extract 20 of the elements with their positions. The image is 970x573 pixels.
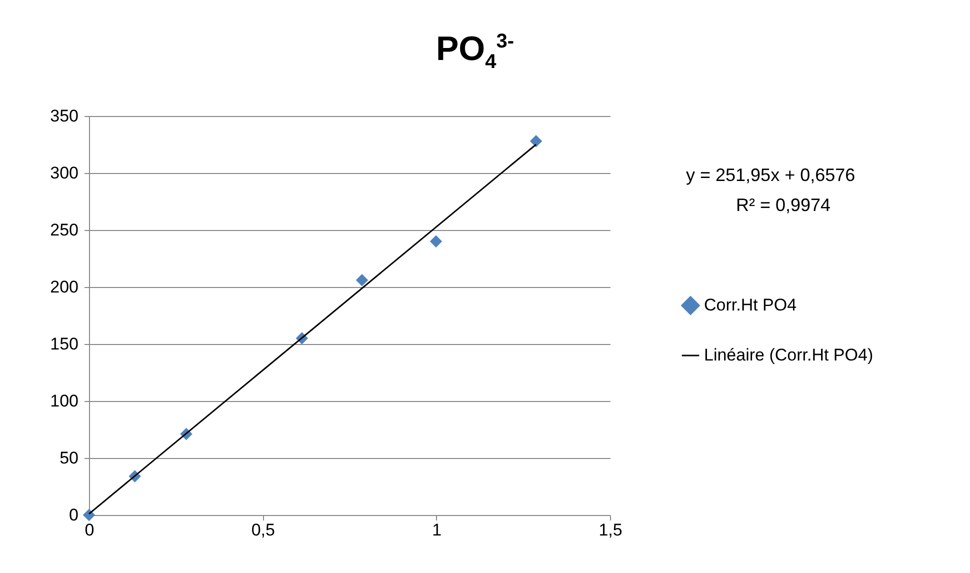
text: R² = 0,9974 [736, 195, 831, 216]
y-tick-label: 250 [50, 220, 78, 240]
legend-label: Corr.Ht PO4 [704, 296, 797, 314]
y-tick-label: 0 [69, 506, 78, 524]
x-tick-label: 1 [432, 520, 442, 540]
point [530, 134, 542, 148]
y-tick-label: 350 [50, 106, 78, 126]
y-tick-label: 100 [50, 392, 78, 410]
x-tick-label: 0 [84, 520, 94, 540]
point [430, 235, 442, 248]
text: y = 251,95x + 0,6576 [686, 165, 856, 186]
y-tick-label: 300 [50, 164, 78, 182]
point [82, 508, 96, 522]
x-tick-label: 1,5 [598, 520, 622, 540]
legend-label: Linéaire (Corr.Ht PO4) [704, 346, 874, 364]
y-tick-label: 50 [60, 448, 78, 468]
y-tick-label: 200 [50, 278, 78, 296]
x-tick-label: 0,5 [251, 520, 275, 540]
point [356, 274, 368, 286]
y-tick-label: 150 [50, 334, 78, 354]
